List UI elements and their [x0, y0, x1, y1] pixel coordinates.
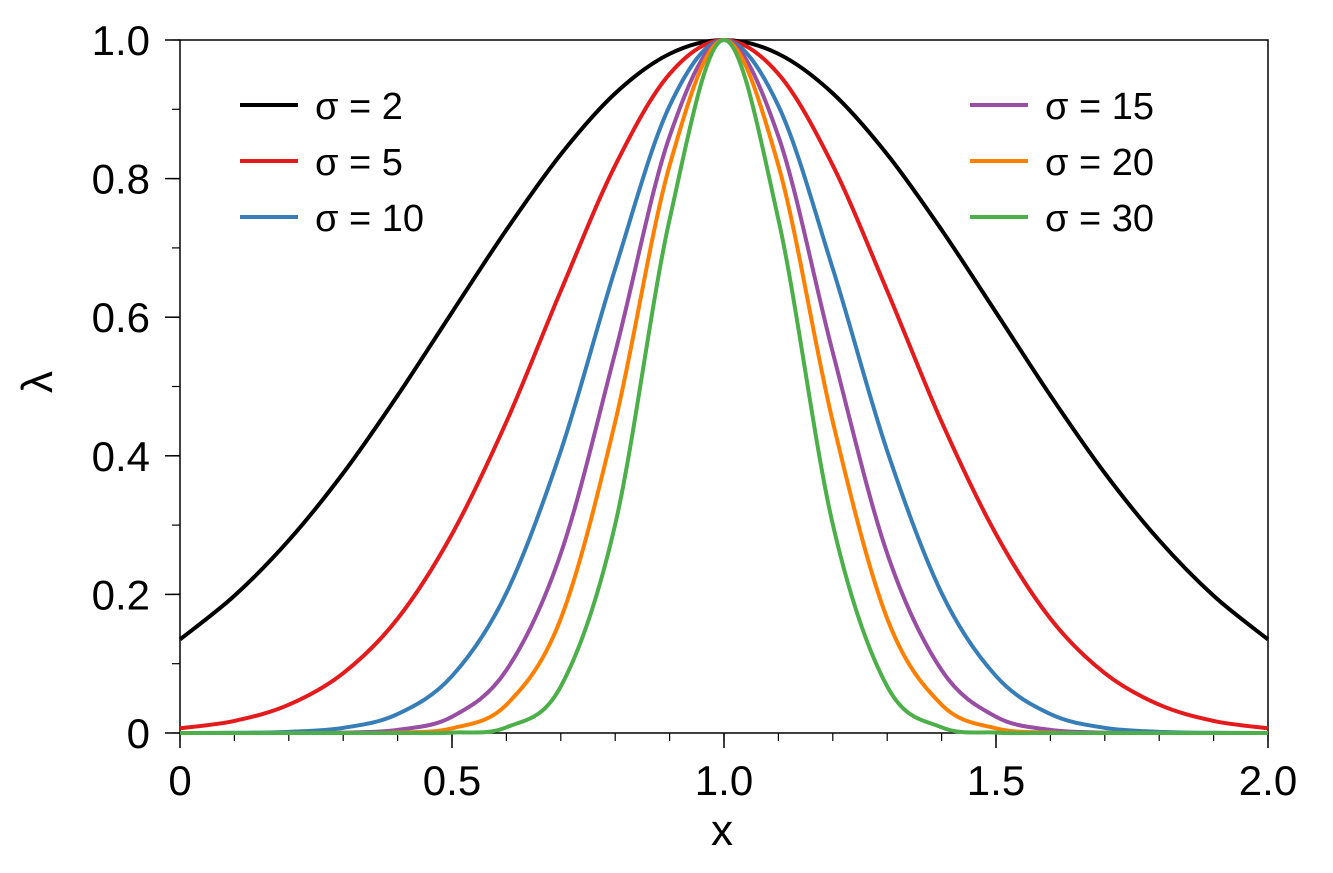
- legend-label: σ = 30: [1045, 198, 1154, 240]
- y-tick-label: 0.2: [92, 571, 150, 618]
- legend-label: σ = 10: [315, 198, 424, 240]
- series-line: [178, 38, 1270, 642]
- y-axis-title: λ: [13, 371, 62, 393]
- x-tick-label: 1.0: [695, 757, 753, 804]
- y-tick-label: 0: [127, 710, 150, 757]
- y-tick-label: 0.6: [92, 294, 150, 341]
- x-tick-label: 1.5: [967, 757, 1025, 804]
- legend: σ = 2 σ = 5 σ = 10 σ = 15 σ = 20 σ = 30: [240, 86, 1154, 240]
- legend-label: σ = 20: [1045, 142, 1154, 184]
- legend-label: σ = 2: [315, 86, 403, 128]
- legend-label: σ = 5: [315, 142, 403, 184]
- x-tick-label: 0: [168, 757, 191, 804]
- y-tick-label: 1.0: [92, 17, 150, 64]
- x-tick-label: 0.5: [423, 757, 481, 804]
- major-ticks: [165, 39, 1269, 748]
- series-line: [179, 38, 1268, 736]
- tick-labels: 0 0.5 1.0 1.5 2.0 0 0.2 0.4 0.6 0.8 1.0: [92, 17, 1298, 804]
- y-tick-label: 0.4: [92, 433, 150, 480]
- y-tick-label: 0.8: [92, 156, 150, 203]
- x-axis-title: x: [711, 806, 733, 855]
- x-tick-label: 2.0: [1239, 757, 1297, 804]
- series-lines: [178, 38, 1270, 736]
- legend-label: σ = 15: [1045, 86, 1154, 128]
